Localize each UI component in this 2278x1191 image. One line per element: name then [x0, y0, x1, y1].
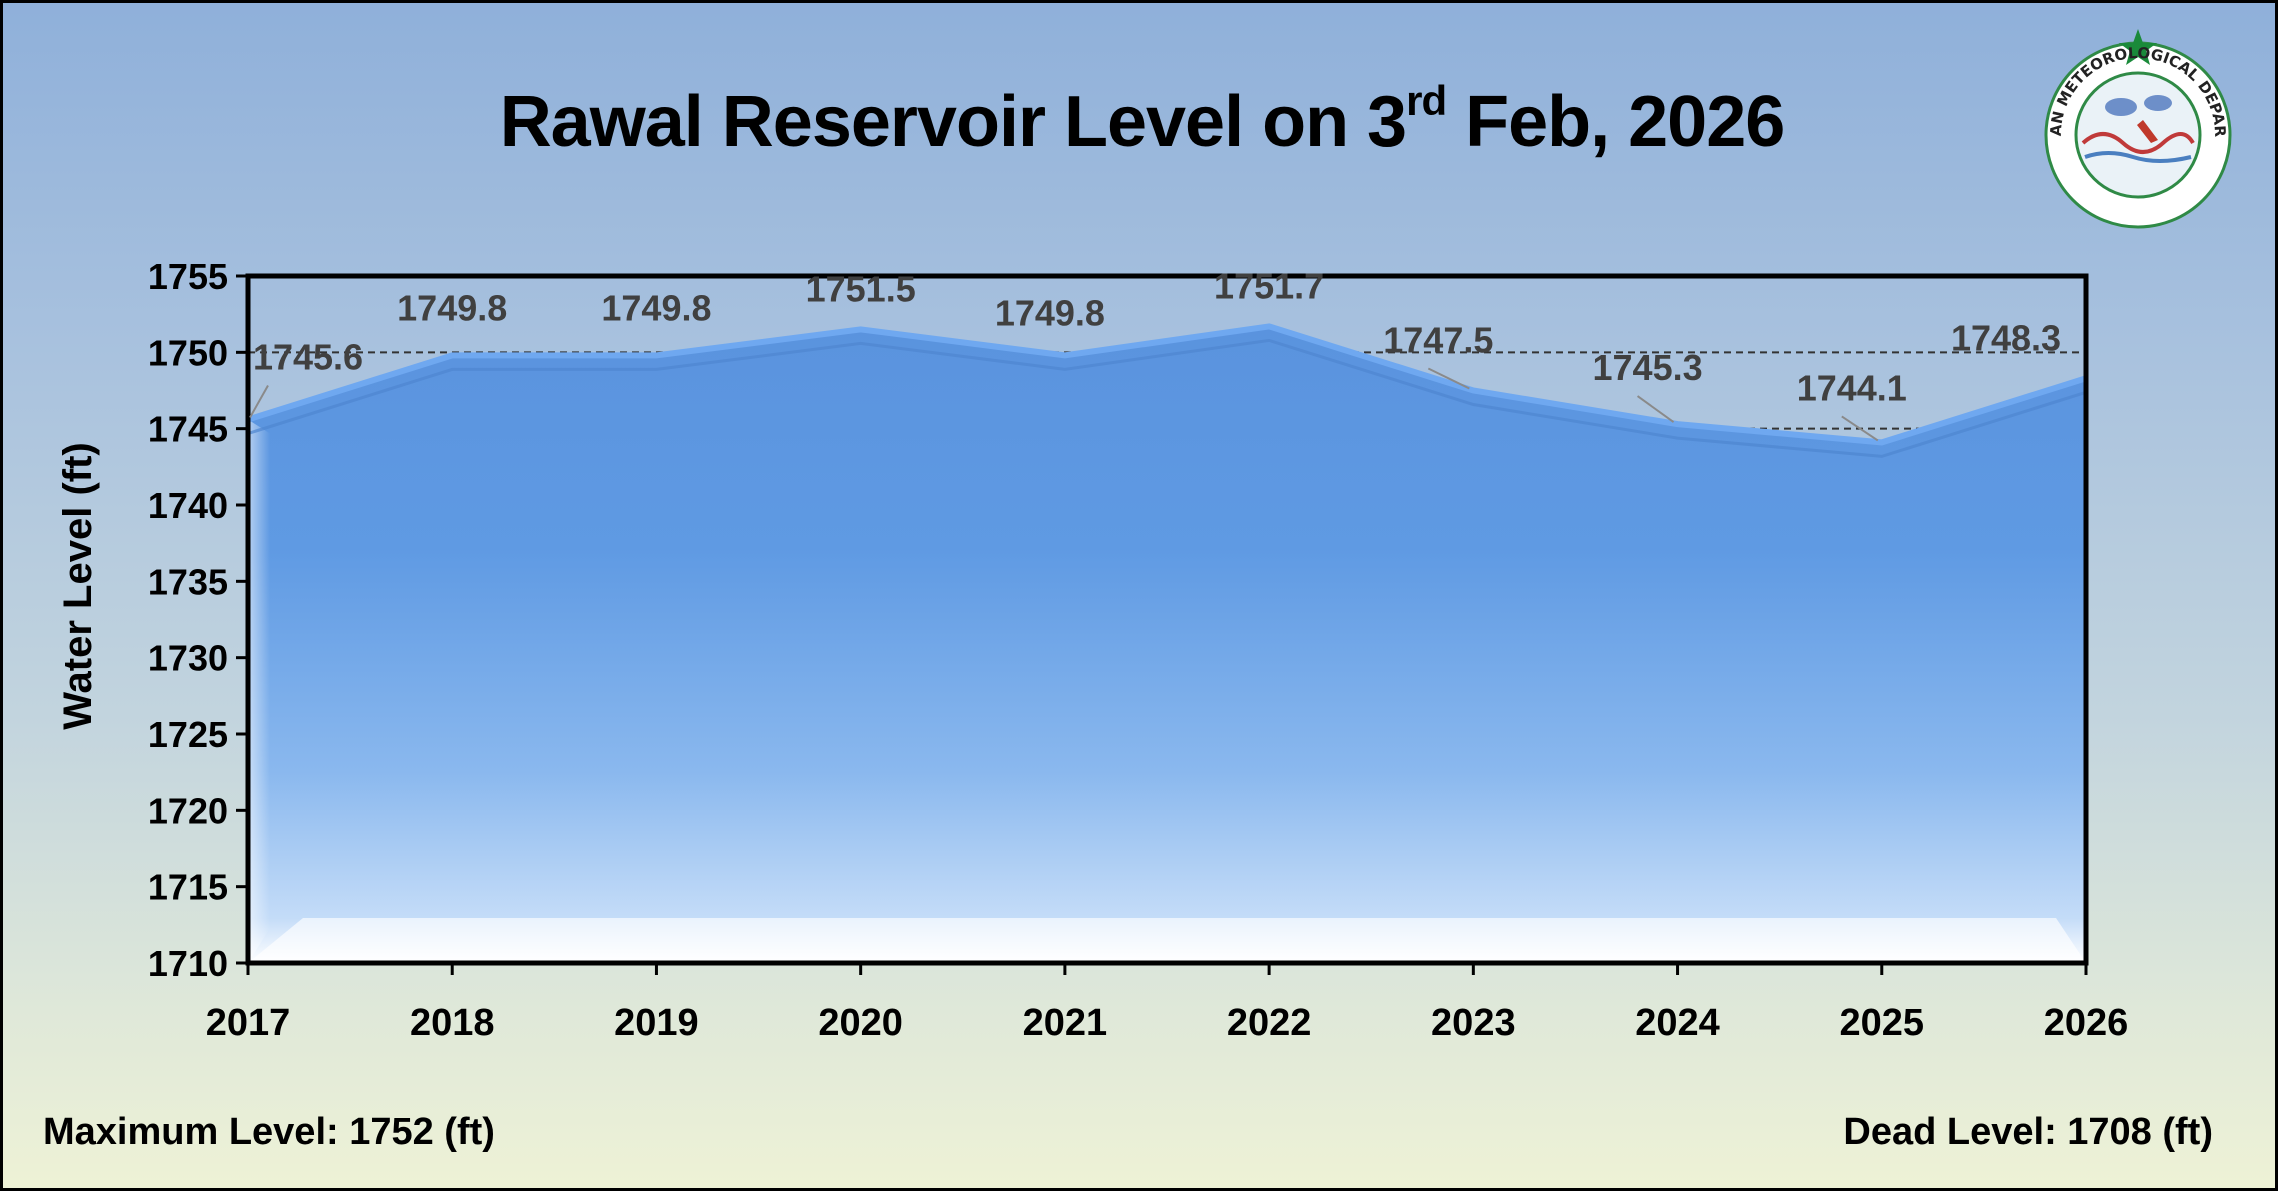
data-label-leader [249, 385, 269, 418]
y-tick-label: 1735 [148, 561, 228, 602]
y-tick-label: 1720 [148, 790, 228, 831]
x-tick-label: 2020 [818, 1002, 903, 1044]
maximum-level-note: Maximum Level: 1752 (ft) [43, 1111, 495, 1153]
area-chart: 1710 1715 1720 1725 1730 1735 1740 1745 1750 1755… [56, 256, 2129, 1044]
data-label-leader [1427, 367, 1470, 390]
y-axis: 1710 1715 1720 1725 1730 1735 1740 1745 1750 1755 [148, 256, 248, 984]
data-label: 1749.8 [601, 287, 711, 328]
title-superscript: rd [1406, 77, 1447, 124]
area-bottom-bevel [248, 918, 2086, 963]
x-tick-label: 2018 [410, 1002, 495, 1044]
data-label: 1749.8 [397, 287, 507, 328]
y-tick-label: 1755 [148, 256, 228, 297]
data-label: 1749.8 [995, 292, 1105, 333]
x-tick-label: 2017 [206, 1002, 291, 1044]
data-label: 1747.5 [1383, 320, 1493, 361]
area-side-bevel [248, 419, 270, 963]
chart-title: Rawal Reservoir Level on 3rd Feb, 2026 [3, 77, 2275, 163]
x-tick-label: 2023 [1431, 1002, 1516, 1044]
x-tick-label: 2026 [2044, 1002, 2129, 1044]
data-label: 1745.6 [253, 337, 363, 378]
y-axis-label: Water Level (ft) [56, 442, 100, 729]
area-top-shadow [247, 338, 2087, 458]
x-tick-label: 2019 [614, 1002, 699, 1044]
x-tick-label: 2021 [1023, 1002, 1108, 1044]
title-main: Rawal Reservoir Level on 3 [499, 82, 1407, 162]
y-tick-label: 1745 [148, 409, 228, 450]
x-tick-label: 2025 [1840, 1002, 1925, 1044]
y-tick-label: 1740 [148, 485, 228, 526]
data-labels: 1745.6 1749.8 1749.8 1751.5 1749.8 1751.7 1747… [249, 265, 2061, 442]
pmd-emblem-icon: PAKISTAN METEOROLOGICAL DEPARTMENT [2033, 25, 2232, 229]
data-label: 1744.1 [1797, 367, 1907, 408]
area-top-line [247, 323, 2087, 446]
data-label-leader [1841, 415, 1879, 442]
y-tick-label: 1750 [148, 332, 228, 373]
data-label: 1751.5 [806, 268, 916, 309]
dead-level-note: Dead Level: 1708 (ft) [1843, 1111, 2213, 1153]
data-label: 1745.3 [1593, 347, 1703, 388]
y-tick-label: 1730 [148, 638, 228, 679]
plot-border [245, 273, 2089, 966]
x-tick-label: 2024 [1635, 1002, 1720, 1044]
y-tick-label: 1725 [148, 714, 228, 755]
data-label-leader [1636, 395, 1675, 423]
x-tick-label: 2022 [1227, 1002, 1312, 1044]
data-label: 1751.7 [1214, 265, 1324, 306]
y-tick-label: 1710 [148, 943, 228, 984]
title-tail: Feb, 2026 [1446, 82, 1785, 162]
y-tick-label: 1715 [148, 867, 228, 908]
x-axis: 2017 2018 2019 2020 2021 2022 2023 2024 2025 2026 [206, 963, 2129, 1044]
area-series [247, 323, 2087, 963]
area-fill [248, 326, 2086, 963]
data-label: 1748.3 [1951, 317, 2061, 358]
